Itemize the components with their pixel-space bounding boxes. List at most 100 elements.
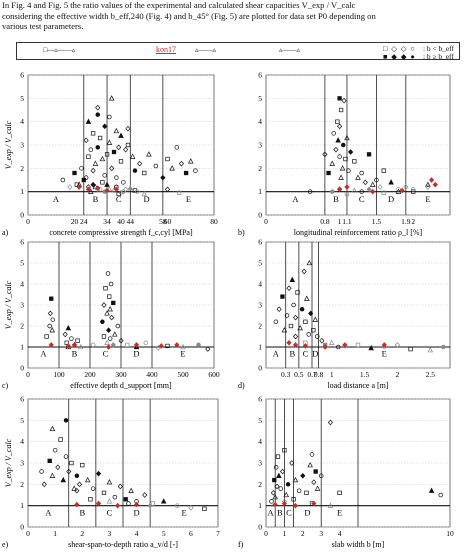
highlight-point xyxy=(292,342,299,348)
data-point xyxy=(427,346,434,353)
data-point xyxy=(276,306,282,313)
data-point xyxy=(288,323,294,329)
x-axis-label: load distance a [m] xyxy=(327,381,388,390)
highlight-point xyxy=(114,502,121,509)
highlight-point xyxy=(85,186,92,193)
panel-label: a) xyxy=(2,228,9,237)
data-point xyxy=(366,186,372,193)
highlight-point xyxy=(286,339,292,346)
y-tick-label: 3 xyxy=(20,141,24,150)
intro-line-2: considering the effective width b_eff,24… xyxy=(2,10,376,21)
region-label: A xyxy=(53,194,60,204)
data-point xyxy=(381,190,386,195)
panel-label: d) xyxy=(238,381,245,390)
data-point xyxy=(111,300,116,306)
x-tick-label: 1 xyxy=(338,217,342,226)
region-label: B xyxy=(333,194,339,204)
data-point xyxy=(107,294,112,299)
data-point xyxy=(90,342,96,348)
y-tick-label: 4 xyxy=(258,437,262,446)
y-axis-label: V_exp / V_calc xyxy=(4,280,13,329)
data-point xyxy=(273,319,279,325)
x-tick-label: 3 xyxy=(319,529,323,538)
y-axis-label: V_exp / V_calc xyxy=(4,438,13,487)
y-tick-label: 2 xyxy=(20,322,24,331)
data-point xyxy=(95,104,101,111)
data-point xyxy=(135,189,140,194)
data-point xyxy=(72,170,77,176)
highlight-point xyxy=(133,501,140,508)
data-point xyxy=(63,454,69,459)
x-tick-label: 60 xyxy=(164,217,172,226)
y-tick-label: 0 xyxy=(20,523,24,532)
data-point xyxy=(284,313,290,318)
data-point xyxy=(306,332,311,337)
data-point xyxy=(106,498,113,504)
data-point xyxy=(336,344,341,350)
legend-tag: kon17 xyxy=(156,45,176,54)
data-point xyxy=(101,334,107,339)
data-point xyxy=(129,153,136,159)
data-point xyxy=(165,156,170,162)
data-point xyxy=(104,310,110,316)
data-point xyxy=(307,189,313,194)
data-point xyxy=(147,502,153,509)
x-tick-label: 0 xyxy=(264,217,268,226)
data-point xyxy=(272,477,277,483)
data-point xyxy=(311,479,317,486)
data-point xyxy=(107,336,113,341)
data-point xyxy=(309,452,315,457)
data-point xyxy=(283,491,290,498)
highlight-point xyxy=(104,187,110,194)
highlight-point xyxy=(71,342,78,348)
data-point xyxy=(88,497,93,502)
legend-open-symbols: □ ◇ ◇ ○ xyxy=(383,44,416,53)
region-label: E xyxy=(180,348,185,358)
panel-label: c) xyxy=(2,381,9,390)
highlight-point xyxy=(158,343,164,349)
data-point xyxy=(58,437,63,442)
legend-box: □—▵——▵ kon17 ▵——▵ ▵——▵ □ ◇ ◇ ○ : b < b_e… xyxy=(16,42,460,61)
data-point xyxy=(343,156,348,162)
data-point xyxy=(196,342,201,348)
x-tick-label: 0 xyxy=(26,217,30,226)
data-point xyxy=(150,501,156,506)
boundary-label: 0.8 xyxy=(320,217,330,226)
data-point xyxy=(327,419,333,426)
y-tick-label: 0 xyxy=(258,364,262,373)
panel-label: f) xyxy=(238,540,244,549)
test-setup-icon: ▵——▵ xyxy=(279,46,301,54)
data-point xyxy=(425,181,431,187)
data-point xyxy=(44,334,49,339)
data-point xyxy=(355,174,361,180)
data-point xyxy=(106,139,113,145)
data-point xyxy=(335,119,340,124)
data-point xyxy=(335,137,341,143)
y-tick-label: 6 xyxy=(20,238,24,247)
boundary-label: 0.3 xyxy=(281,370,291,379)
data-point xyxy=(88,147,94,152)
boundary-label: 24 xyxy=(80,217,88,226)
y-tick-label: 2 xyxy=(258,480,262,489)
boundary-label: 1.1 xyxy=(342,217,352,226)
data-point xyxy=(315,334,320,339)
data-point xyxy=(344,134,350,141)
data-point xyxy=(74,487,80,494)
region-label: B xyxy=(277,507,283,517)
highlight-point xyxy=(370,188,376,195)
data-point xyxy=(102,173,107,178)
data-point xyxy=(408,346,413,352)
data-point xyxy=(269,499,274,504)
data-point xyxy=(282,448,287,453)
data-point xyxy=(77,343,84,350)
data-point xyxy=(76,481,83,488)
data-point xyxy=(337,490,342,496)
data-point xyxy=(338,107,344,113)
x-tick-label: 0 xyxy=(264,529,268,538)
data-point xyxy=(69,336,74,341)
data-point xyxy=(333,146,339,153)
data-point xyxy=(105,271,111,276)
y-tick-label: 2 xyxy=(20,480,24,489)
y-tick-label: 6 xyxy=(258,395,262,404)
highlight-point xyxy=(292,502,299,509)
